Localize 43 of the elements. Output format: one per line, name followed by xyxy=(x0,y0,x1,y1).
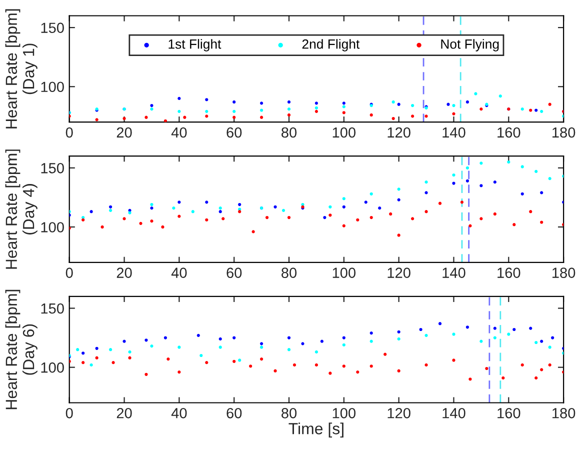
x-tick-label: 40 xyxy=(171,268,187,278)
legend-label: Not Flying xyxy=(441,39,499,52)
x-tick-label: 100 xyxy=(332,408,356,418)
x-tick-label: 120 xyxy=(388,127,410,138)
y-axis-title: Heart Rate [bpm] (Day 6) xyxy=(5,290,38,410)
x-tick-label: 0 xyxy=(66,408,73,418)
x-tick-label: 40 xyxy=(171,127,187,138)
x-tick-label: 40 xyxy=(171,408,187,418)
x-tick-label: 120 xyxy=(388,268,410,278)
y-tick-label: 100 xyxy=(41,82,64,92)
x-tick-label: 0 xyxy=(66,127,73,138)
x-tick-label: 20 xyxy=(116,268,132,278)
x-tick-label: 180 xyxy=(552,408,576,418)
y-tick-label: 150 xyxy=(41,22,64,33)
x-tick-label: 180 xyxy=(552,268,576,278)
y-tick-label: 100 xyxy=(41,362,64,373)
x-tick-label: 80 xyxy=(282,408,297,418)
x-axis-title: Time [s] xyxy=(288,422,344,438)
x-tick-label: 0 xyxy=(66,268,73,278)
x-tick-label: 140 xyxy=(442,268,466,278)
x-tick-label: 140 xyxy=(442,127,466,138)
x-tick-label: 140 xyxy=(442,408,466,418)
x-tick-label: 100 xyxy=(332,127,356,138)
y-tick-label: 100 xyxy=(41,222,64,232)
x-tick-label: 160 xyxy=(498,127,520,138)
x-tick-label: 180 xyxy=(552,127,576,138)
x-tick-label: 80 xyxy=(282,127,297,138)
x-tick-label: 80 xyxy=(282,268,297,278)
y-tick-label: 150 xyxy=(41,163,64,174)
x-tick-label: 20 xyxy=(116,408,132,418)
x-tick-label: 160 xyxy=(498,408,520,418)
x-tick-label: 20 xyxy=(116,127,132,138)
x-tick-label: 60 xyxy=(226,268,242,278)
x-tick-label: 60 xyxy=(226,408,242,418)
legend-label: 1st Flight xyxy=(168,39,222,52)
y-tick-label: 150 xyxy=(41,303,64,314)
x-tick-label: 120 xyxy=(388,408,410,418)
y-axis-title: Heart Rate [bpm] (Day 1) xyxy=(5,9,38,128)
x-tick-label: 100 xyxy=(332,268,356,278)
y-axis-title: Heart Rate [bpm] (Day 4) xyxy=(5,150,38,269)
legend-label: 2nd Flight xyxy=(302,39,360,52)
x-tick-label: 60 xyxy=(226,127,242,138)
x-tick-label: 160 xyxy=(498,268,520,278)
